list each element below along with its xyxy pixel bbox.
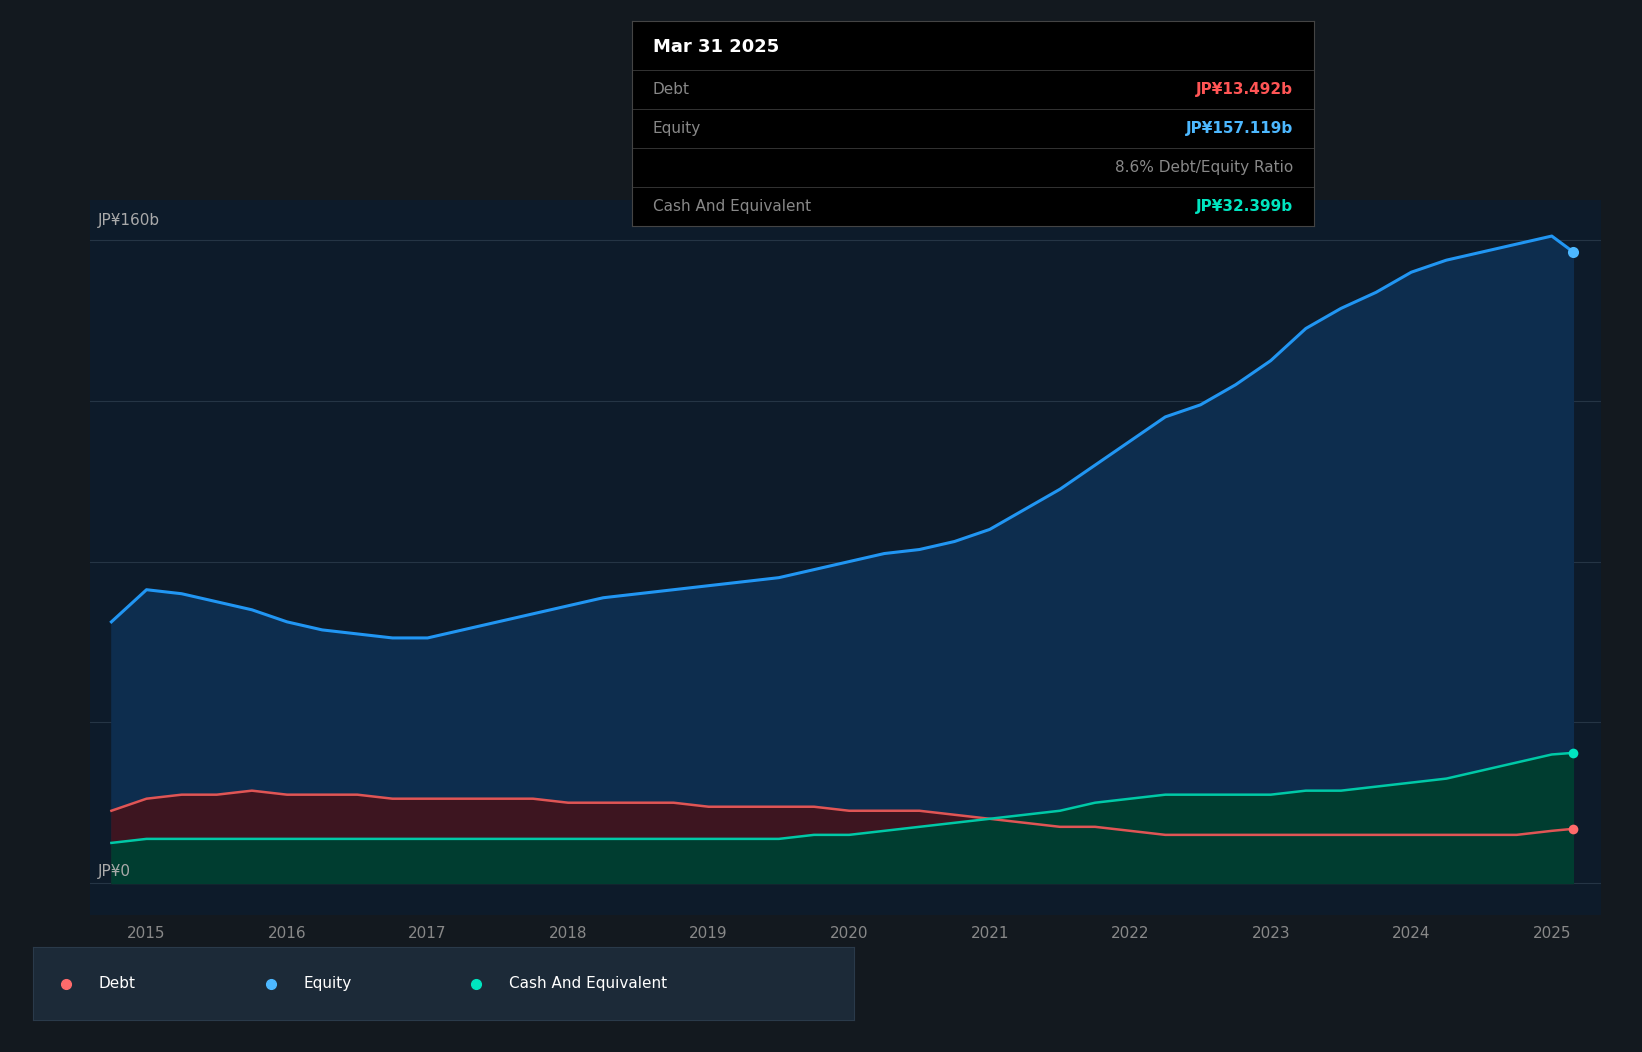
Text: JP¥157.119b: JP¥157.119b xyxy=(1186,121,1294,137)
Text: Equity: Equity xyxy=(304,976,351,991)
Text: Equity: Equity xyxy=(652,121,701,137)
Text: Cash And Equivalent: Cash And Equivalent xyxy=(509,976,667,991)
Text: Cash And Equivalent: Cash And Equivalent xyxy=(652,199,811,215)
Text: JP¥32.399b: JP¥32.399b xyxy=(1195,199,1294,215)
Text: Mar 31 2025: Mar 31 2025 xyxy=(652,38,778,56)
Text: Debt: Debt xyxy=(652,82,690,97)
Text: 8.6% Debt/Equity Ratio: 8.6% Debt/Equity Ratio xyxy=(1115,160,1294,176)
Text: JP¥160b: JP¥160b xyxy=(97,213,159,228)
Text: JP¥13.492b: JP¥13.492b xyxy=(1195,82,1294,97)
Text: JP¥0: JP¥0 xyxy=(97,864,130,879)
Text: Debt: Debt xyxy=(99,976,136,991)
